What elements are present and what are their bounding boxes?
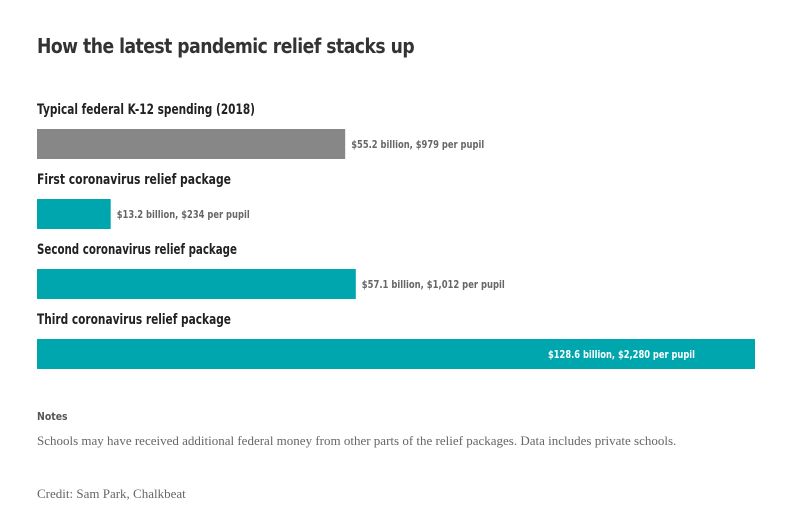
bar — [37, 129, 346, 159]
data-label: $128.6 billion, $2,280 per pupil — [548, 348, 695, 361]
bar — [37, 269, 356, 299]
chart-title: How the latest pandemic relief stacks up — [37, 34, 415, 58]
category-label: Second coronavirus relief package — [37, 242, 237, 258]
category-label: First coronavirus relief package — [37, 172, 231, 188]
credit-line: Credit: Sam Park, Chalkbeat — [37, 486, 186, 501]
data-label: $57.1 billion, $1,012 per pupil — [362, 278, 505, 291]
bar-chart: Typical federal K-12 spending (2018) $55.… — [37, 102, 755, 369]
category-label: Third coronavirus relief package — [37, 312, 231, 328]
category-label: Typical federal K-12 spending (2018) — [37, 102, 255, 118]
bar — [37, 339, 755, 369]
data-label: $55.2 billion, $979 per pupil — [351, 138, 484, 151]
notes-heading: Notes — [37, 410, 68, 423]
notes-text: Schools may have received additional fed… — [37, 433, 677, 448]
bar — [37, 199, 111, 229]
data-label: $13.2 billion, $234 per pupil — [117, 208, 250, 221]
